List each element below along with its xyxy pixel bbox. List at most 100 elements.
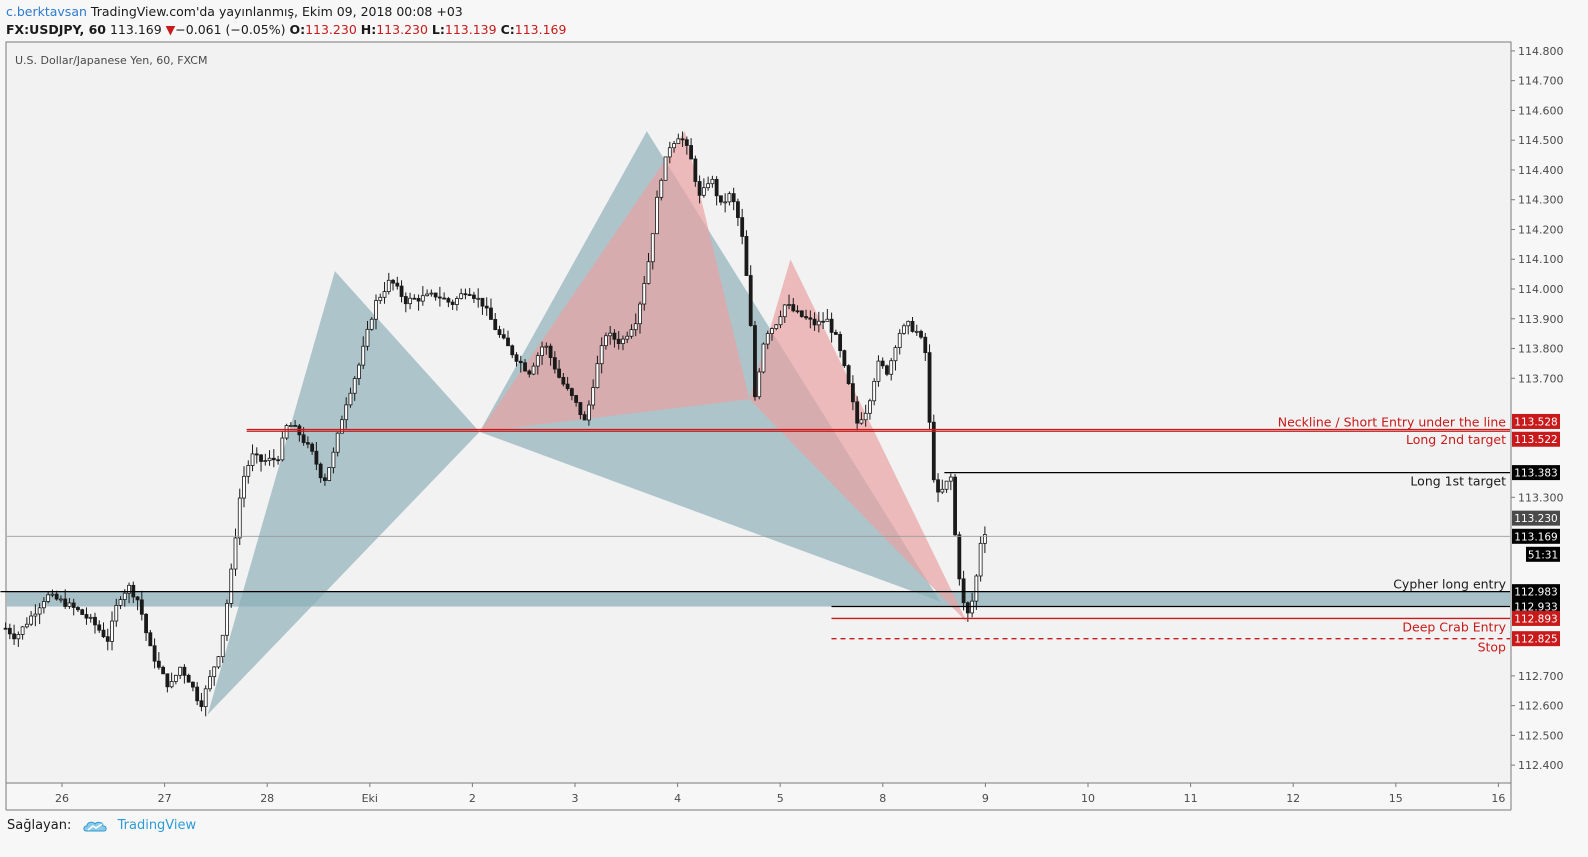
candle-body bbox=[808, 317, 813, 320]
candle-body bbox=[118, 599, 123, 606]
candle-body bbox=[382, 291, 387, 298]
candle-body bbox=[770, 328, 774, 334]
countdown-tag: 51:31 bbox=[1528, 549, 1558, 561]
chart-header: c.berktavsan TradingView.com'da yayınlan… bbox=[6, 3, 566, 39]
price-tag-long-1st: 113.383 bbox=[1514, 468, 1557, 480]
low-value: 113.139 bbox=[444, 22, 497, 37]
candle-body bbox=[12, 633, 16, 640]
candle-body bbox=[561, 376, 566, 385]
price-tag-open-bg bbox=[1512, 510, 1560, 526]
pattern-crab-2-triangle-1 bbox=[479, 131, 750, 432]
candle-body bbox=[191, 681, 195, 688]
candle-body bbox=[63, 598, 68, 607]
candle-body bbox=[497, 329, 502, 336]
price-tag-neckline: 113.528 bbox=[1514, 416, 1557, 428]
candle-body bbox=[829, 318, 834, 333]
candle-body bbox=[442, 297, 447, 300]
candle-body bbox=[574, 395, 579, 403]
candle-body bbox=[237, 497, 242, 539]
candle-body bbox=[467, 294, 472, 296]
candle-body bbox=[182, 666, 187, 676]
candle-body bbox=[476, 297, 481, 300]
candle-body bbox=[944, 480, 949, 490]
candle-body bbox=[761, 343, 766, 373]
candle-body bbox=[59, 598, 63, 601]
candle-body bbox=[544, 345, 549, 348]
candle-body bbox=[450, 301, 455, 305]
candle-body bbox=[701, 187, 706, 196]
candle-body bbox=[101, 629, 106, 638]
candle-body bbox=[868, 400, 872, 414]
candle-body bbox=[757, 371, 762, 398]
candle-body bbox=[978, 542, 983, 577]
candle-body bbox=[276, 459, 280, 462]
close-label: C: bbox=[500, 22, 515, 37]
candle-body bbox=[855, 401, 860, 424]
candle-body bbox=[344, 404, 349, 421]
candle-body bbox=[84, 614, 89, 619]
author-link[interactable]: c.berktavsan bbox=[6, 4, 87, 19]
candle-body bbox=[463, 293, 468, 296]
time-axis[interactable]: 26 27 28 Eki 2 3 4 5 8 9 10 11 12 15 16 bbox=[55, 783, 1505, 805]
price-axis[interactable]: 112.400 112.500 112.600 112.700 113.300 113.7… bbox=[1511, 45, 1564, 772]
provider-label: Sağlayan: bbox=[7, 818, 72, 833]
price-tag-current-bg bbox=[1512, 528, 1560, 544]
candle-body bbox=[897, 332, 902, 348]
candle-body bbox=[139, 599, 144, 615]
candle-body bbox=[599, 345, 604, 365]
candle-body bbox=[680, 138, 685, 141]
price-axis-label: 112.400 bbox=[1518, 759, 1564, 772]
candle-body bbox=[110, 620, 114, 642]
candle-body bbox=[710, 178, 715, 185]
candle-body bbox=[842, 350, 847, 367]
ohlc-line: FX:USDJPY, 60 113.169 ▼−0.061 (−0.05%) O… bbox=[6, 21, 566, 39]
level-long-2nd-label: Long 2nd target bbox=[1406, 432, 1506, 447]
candle-body bbox=[689, 145, 693, 160]
chart-title: U.S. Dollar/Japanese Yen, 60, FXCM bbox=[15, 54, 207, 67]
price-tag-band-low-bg bbox=[1512, 599, 1560, 615]
tradingview-cloud-icon[interactable] bbox=[83, 819, 108, 833]
down-arrow-icon: ▼ bbox=[165, 22, 176, 37]
price-tag-stop-bg bbox=[1512, 631, 1560, 647]
symbol-label[interactable]: FX:USDJPY, 60 bbox=[6, 22, 106, 37]
candle-body bbox=[186, 674, 191, 683]
candle-body bbox=[914, 330, 919, 333]
price-tag-deep-crab: 112.893 bbox=[1514, 613, 1557, 625]
candle-body bbox=[156, 660, 161, 668]
time-axis-label: 27 bbox=[158, 792, 172, 805]
tradingview-link[interactable]: TradingView bbox=[117, 818, 197, 833]
candle-body bbox=[288, 425, 293, 427]
price-tag-band-low: 112.933 bbox=[1514, 602, 1557, 614]
candle-body bbox=[173, 674, 178, 682]
candle-body bbox=[114, 605, 119, 622]
price-tag-open: 113.230 bbox=[1514, 513, 1557, 525]
candle-body bbox=[940, 488, 945, 493]
time-axis-label: 2 bbox=[469, 792, 476, 805]
price-axis-label: 113.300 bbox=[1518, 491, 1564, 504]
high-label: H: bbox=[360, 22, 377, 37]
time-axis-label: 10 bbox=[1081, 792, 1095, 805]
price-tag-cypher-entry: 112.983 bbox=[1514, 587, 1557, 599]
candle-body bbox=[24, 623, 29, 628]
candle-body bbox=[20, 626, 25, 635]
candle-body bbox=[33, 613, 38, 617]
candle-body bbox=[753, 325, 757, 398]
candle-body bbox=[774, 324, 779, 329]
candle-body bbox=[659, 179, 664, 198]
candle-body bbox=[331, 451, 336, 469]
candle-body bbox=[718, 195, 723, 203]
change-value: −0.061 (−0.05%) bbox=[175, 22, 286, 37]
candle-body bbox=[165, 673, 170, 688]
price-tag-long-2nd-bg bbox=[1512, 431, 1560, 447]
time-axis-label: Eki bbox=[362, 792, 378, 805]
open-label: O: bbox=[289, 22, 306, 37]
time-axis-label: 16 bbox=[1491, 792, 1505, 805]
levels-layer[interactable]: Neckline / Short Entry under the line Lon… bbox=[0, 414, 1510, 655]
candle-body bbox=[50, 593, 55, 596]
price-tag-stop: 112.825 bbox=[1514, 634, 1557, 646]
candle-body bbox=[531, 365, 536, 375]
candle-body bbox=[923, 336, 928, 354]
publish-info: TradingView.com'da yayınlanmış, Ekim 09,… bbox=[90, 4, 463, 19]
candle-body bbox=[242, 475, 246, 499]
